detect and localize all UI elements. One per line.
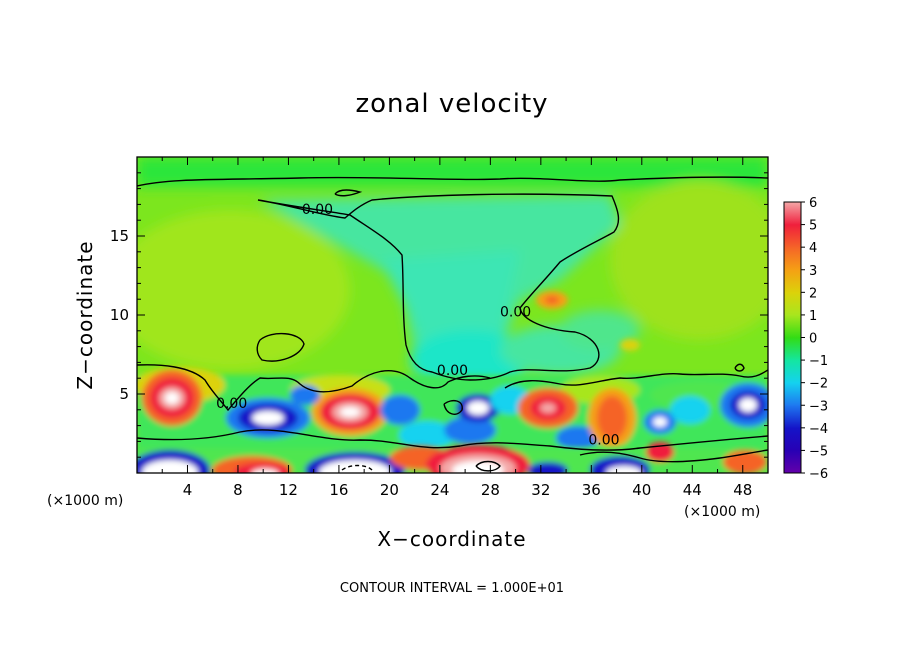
colorbar-segment [784,247,801,271]
colorbar-tick-label: −3 [809,399,828,414]
colorbar-segment [784,382,801,406]
colorbar: 6 5 4 3 2 1 0 −1 −2 −3 −4 −5 −6 [783,196,828,482]
colorbar-segment [784,450,801,474]
colorbar-tick-label: −2 [809,377,828,392]
x-tick-label: 28 [481,481,500,499]
contour-bottom-right [579,449,768,463]
contour-ring-x17 [341,464,373,471]
colorbar-tick-label: 6 [809,196,817,211]
colorbar-tick-label: 3 [809,264,817,279]
contour-label: 0.00 [216,396,247,412]
x-axis: 4 8 12 16 20 24 28 32 36 40 44 48 [161,157,752,499]
colorbar-tick-label: −4 [809,422,828,437]
x-tick-label: 20 [380,481,399,499]
contour-label: 0.00 [500,305,531,321]
chart-title: zonal velocity [355,89,548,119]
contour-loop-x25 [443,399,463,415]
x-tick-label: 4 [183,481,193,499]
y-axis: 5 10 15 [110,172,768,458]
colorbar-tick-label: −6 [809,467,828,482]
x-tick-label: 48 [733,481,752,499]
x-tick-label: 40 [632,481,651,499]
colorbar-segment [784,314,801,338]
x-tick-label: 24 [430,481,449,499]
colorbar-tick-label: 4 [809,241,817,256]
contour-interval-note: CONTOUR INTERVAL = 1.000E+01 [340,581,564,596]
x-axis-label: X−coordinate [377,527,526,551]
colorbar-tick-label: −5 [809,444,828,459]
x-tick-label: 36 [582,481,601,499]
contour-loop-x46 [734,363,745,372]
plot-area: 0.00 0.00 0.00 0.00 0.00 [137,157,768,473]
colorbar-segment [784,292,801,316]
contour-labels: 0.00 0.00 0.00 0.00 0.00 [216,202,619,449]
x-tick-label: 12 [279,481,298,499]
contour-lower-right [504,369,768,389]
contour-central-wedge [257,193,620,381]
x-unit-right: (×1000 m) [684,504,760,520]
x-tick-label: 44 [683,481,702,499]
contour-label: 0.00 [302,202,333,218]
contour-lower-left [137,364,491,412]
y-tick-label: 15 [110,227,129,245]
colorbar-tick-label: 0 [809,332,817,347]
field-upper-right-yellowish [610,180,768,340]
contour-lower-middle [137,429,768,451]
field-upper-left-yellowish [137,210,350,370]
y-tick-label: 5 [119,385,129,403]
contour-left-loop [256,333,305,362]
colorbar-tick-label: 5 [809,219,817,234]
zero-contours [137,176,768,472]
contour-small-loop-top [334,189,363,197]
x-tick-label: 16 [329,481,348,499]
contour-top-band [137,176,768,187]
contour-label: 0.00 [588,433,619,449]
colorbar-segment [784,427,801,451]
colorbar-segment [784,337,801,361]
contour-ring-x28 [475,460,501,472]
colorbar-segment [784,224,801,248]
contour-label: 0.00 [437,363,468,379]
colorbar-tick-label: 1 [809,309,817,324]
y-axis-label: Z−coordinate [73,240,97,389]
colorbar-segment [784,405,801,429]
colorbar-segment [784,269,801,293]
x-tick-label: 32 [531,481,550,499]
y-tick-label: 10 [110,306,129,324]
colorbar-tick-label: −1 [809,354,828,369]
colorbar-segment [784,202,801,226]
x-tick-label: 8 [233,481,243,499]
colorbar-segment [784,360,801,384]
x-unit-left: (×1000 m) [47,493,123,509]
colorbar-tick-label: 2 [809,286,817,301]
